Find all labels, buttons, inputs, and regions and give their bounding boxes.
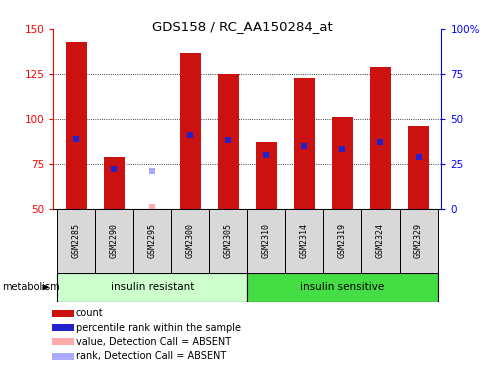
Bar (52, 324, 74, 331)
Text: GSM2305: GSM2305 (224, 223, 232, 258)
Text: GDS158 / RC_AA150284_at: GDS158 / RC_AA150284_at (152, 20, 332, 33)
FancyBboxPatch shape (399, 209, 437, 273)
Text: GSM2295: GSM2295 (148, 223, 156, 258)
Text: GSM2290: GSM2290 (109, 223, 119, 258)
Text: GSM2310: GSM2310 (261, 223, 270, 258)
Bar (52, 353, 74, 359)
Bar (369, 67, 390, 209)
Text: insulin sensitive: insulin sensitive (300, 282, 384, 292)
Text: insulin resistant: insulin resistant (110, 282, 194, 292)
Bar (52, 310, 74, 317)
FancyBboxPatch shape (247, 209, 285, 273)
FancyBboxPatch shape (171, 209, 209, 273)
FancyBboxPatch shape (361, 209, 399, 273)
Bar (293, 78, 314, 209)
Text: GSM2324: GSM2324 (375, 223, 384, 258)
FancyBboxPatch shape (209, 209, 247, 273)
Bar (180, 53, 200, 209)
Text: percentile rank within the sample: percentile rank within the sample (76, 322, 240, 333)
Text: GSM2319: GSM2319 (337, 223, 346, 258)
FancyBboxPatch shape (323, 209, 361, 273)
Text: GSM2329: GSM2329 (413, 223, 422, 258)
Bar (217, 74, 238, 209)
Text: metabolism: metabolism (2, 282, 60, 292)
Bar (65, 42, 87, 209)
Bar (52, 339, 74, 345)
Bar (256, 142, 276, 209)
FancyBboxPatch shape (285, 209, 323, 273)
Text: value, Detection Call = ABSENT: value, Detection Call = ABSENT (76, 337, 230, 347)
FancyBboxPatch shape (247, 273, 437, 302)
FancyBboxPatch shape (57, 209, 95, 273)
Bar (104, 157, 124, 209)
Text: rank, Detection Call = ABSENT: rank, Detection Call = ABSENT (76, 351, 226, 361)
Text: GSM2314: GSM2314 (299, 223, 308, 258)
FancyBboxPatch shape (57, 273, 247, 302)
FancyBboxPatch shape (133, 209, 171, 273)
Bar (407, 126, 428, 209)
FancyBboxPatch shape (95, 209, 133, 273)
Text: GSM2300: GSM2300 (185, 223, 195, 258)
Text: GSM2285: GSM2285 (72, 223, 80, 258)
Bar (332, 117, 352, 209)
Text: count: count (76, 309, 103, 318)
